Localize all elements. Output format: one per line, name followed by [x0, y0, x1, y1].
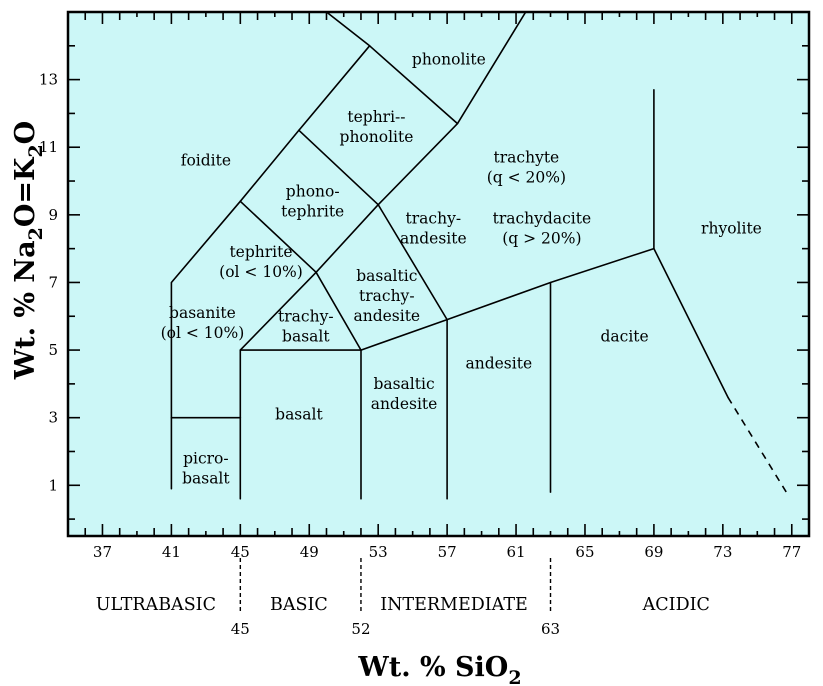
x-tick-label: 49 — [300, 543, 319, 561]
field-labels: phonolite foidite tephri--phonolite phono-t… — [161, 50, 762, 487]
class-divider-value: 52 — [351, 620, 370, 638]
field-label: basaltic trachy-andesite — [353, 267, 420, 325]
field-boundaries — [170, 12, 789, 500]
silica-class-label: INTERMEDIATE — [380, 595, 528, 615]
field-label: foidite — [181, 152, 231, 170]
x-tick-label: 37 — [93, 543, 112, 561]
class-divider-value: 45 — [231, 620, 250, 638]
x-tick-label: 41 — [162, 543, 181, 561]
field-label: tephrite (ol < 10%) — [219, 243, 303, 281]
field-label: trachy-basalt — [278, 307, 334, 345]
x-tick-label: 65 — [575, 543, 594, 561]
field-label: andesite — [465, 355, 532, 373]
y-axis-title: Wt. % Na2O=K2O — [10, 121, 47, 380]
x-tick-label: 61 — [506, 543, 525, 561]
field-boundary — [298, 129, 448, 321]
field-label: trachy-andesite — [400, 209, 467, 247]
y-tick-label: 9 — [48, 206, 58, 224]
field-boundary — [653, 89, 729, 399]
field-label: basalt — [275, 405, 323, 423]
field-boundary — [239, 200, 317, 274]
x-tick-label: 53 — [369, 543, 388, 561]
x-tick-label: 57 — [438, 543, 457, 561]
field-boundary — [315, 271, 362, 351]
dashed-boundary — [727, 396, 789, 496]
x-tick-label: 73 — [713, 543, 732, 561]
field-label: tephri--phonolite — [340, 108, 414, 146]
field-label: dacite — [601, 328, 649, 346]
silica-class-label: BASIC — [270, 595, 328, 615]
field-label: rhyolite — [701, 219, 762, 237]
field-label: basanite (ol < 10%) — [161, 304, 245, 342]
field-label: basaltic andesite — [371, 375, 438, 413]
y-tick-label: 3 — [48, 409, 58, 427]
x-tick-label: 69 — [644, 543, 663, 561]
plot-area — [66, 10, 811, 538]
class-divider-value: 63 — [541, 620, 560, 638]
y-tick-label: 5 — [48, 341, 58, 359]
y-tick-label: 13 — [39, 71, 58, 89]
field-label: trachydacite (q > 20%) — [493, 209, 592, 247]
silica-class-label: ACIDIC — [642, 595, 710, 615]
x-tick-label: 77 — [782, 543, 801, 561]
x-tick-label: 45 — [231, 543, 250, 561]
field-label: phonolite — [412, 50, 486, 68]
x-axis-title: Wt. % SiO2 — [357, 652, 521, 686]
y-tick-label: 11 — [39, 138, 58, 156]
silica-classes: ULTRABASIC BASIC INTERMEDIATE ACIDIC 45 52 63 — [96, 558, 710, 638]
field-label: phono-tephrite — [281, 182, 344, 220]
field-label: trachyte (q < 20%) — [487, 149, 566, 187]
y-tick-label: 1 — [48, 476, 58, 494]
y-tick-label: 7 — [48, 273, 58, 291]
field-label: picro-basalt — [182, 449, 230, 487]
field-boundary — [325, 12, 371, 47]
silica-class-label: ULTRABASIC — [96, 595, 216, 615]
